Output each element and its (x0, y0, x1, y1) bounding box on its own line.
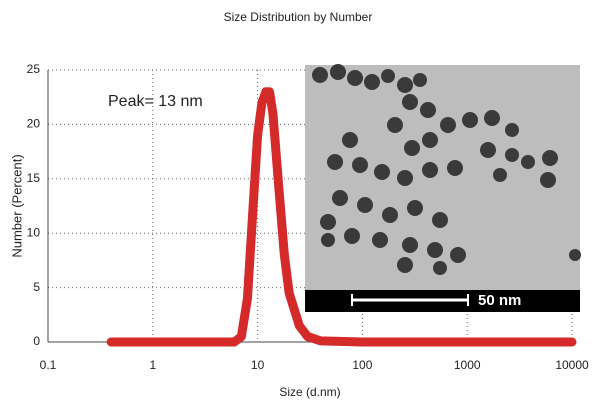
y-tick-label: 0 (33, 334, 40, 348)
y-tick-label: 15 (27, 171, 41, 185)
x-tick-label: 10000 (555, 358, 589, 372)
scale-label: 50 nm (478, 292, 521, 309)
x-tick-label: 1 (149, 358, 156, 372)
chart-title: Size Distribution by Number (224, 10, 373, 24)
tem-background (305, 65, 580, 312)
y-tick-label: 10 (27, 225, 41, 239)
annotation: Peak= 13 nm (108, 93, 203, 110)
x-tick-label: 1000 (454, 358, 481, 372)
inset-image: 50 nm (305, 64, 581, 312)
x-tick-label: 10 (251, 358, 265, 372)
y-tick-label: 5 (33, 280, 40, 294)
data-line (106, 87, 577, 347)
x-tick-label: 0.1 (40, 358, 57, 372)
y-axis-label: Number (Percent) (9, 154, 24, 257)
particles (312, 64, 581, 275)
y-tick-label: 20 (27, 117, 41, 131)
x-axis-label: Size (d.nm) (279, 385, 340, 399)
y-tick-label: 25 (27, 62, 41, 76)
x-tick-label: 100 (352, 358, 372, 372)
